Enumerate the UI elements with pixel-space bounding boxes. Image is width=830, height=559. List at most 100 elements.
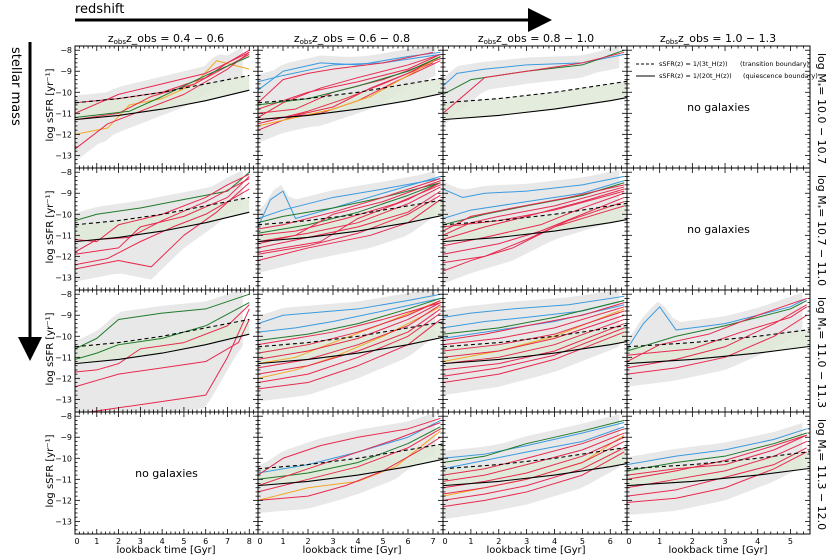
transition-boundary-line — [443, 80, 627, 104]
track-blue-1 — [443, 295, 625, 318]
track-red-4 — [258, 53, 441, 118]
track-blue-2 — [258, 178, 441, 219]
track-red-6 — [258, 300, 441, 354]
y-tick-label: −8 — [60, 412, 72, 421]
scatter-envelope — [627, 292, 803, 387]
track-green-11 — [258, 56, 441, 106]
track-green-3 — [258, 297, 441, 341]
track-red-4 — [627, 440, 807, 489]
y-tick-label: −11 — [55, 475, 72, 484]
transition-zone — [627, 329, 810, 364]
panel-content — [258, 412, 443, 513]
track-red-4 — [258, 422, 441, 487]
quiescence-boundary-line — [258, 92, 443, 121]
quiescence-boundary-line — [258, 336, 443, 365]
track-red-10 — [443, 323, 625, 371]
panel-r2-c1: −8 −9 −10 −11 −12 −13 — [55, 167, 259, 291]
x-tick-label: 5 — [181, 537, 186, 546]
quiescence-boundary-line — [75, 211, 250, 243]
quiescence-boundary-line — [258, 214, 443, 243]
transition-boundary-line — [443, 324, 627, 348]
transition-boundary-line — [443, 202, 627, 226]
track-red-7 — [443, 196, 625, 255]
x-tick-label: 1 — [657, 537, 662, 546]
track-red-5 — [627, 447, 807, 497]
y-tick-label: −12 — [55, 252, 72, 261]
panel-r4-c2: 0 1 2 3 4 5 6 7 — [257, 411, 444, 546]
y-tick-label: −9 — [60, 433, 72, 442]
track-red-4 — [75, 319, 250, 388]
panel-r3-c1: −8 −9 −10 −11 −12 −13 — [55, 289, 259, 413]
panel-content — [75, 46, 250, 162]
y-tick-label: −13 — [55, 151, 72, 160]
y-tick-label: −10 — [55, 454, 72, 463]
track-blue-2 — [443, 180, 625, 219]
panel-content — [258, 290, 443, 402]
track-red-12 — [443, 331, 625, 384]
x-tick-label: 7 — [430, 537, 435, 546]
track-green-6 — [75, 56, 250, 119]
x-tick-label: 2 — [690, 537, 695, 546]
x-tick-label: 4 — [755, 537, 760, 546]
track-red-11 — [258, 180, 441, 245]
panel-content — [443, 414, 627, 520]
legend-quiescence-text: (quiescence boundary) — [743, 72, 818, 80]
panel-r4-c4: 0 1 2 3 4 5 — [626, 411, 811, 546]
y-axis-label-2: log sSFR [yr⁻¹] — [45, 190, 56, 263]
column-header-4: zobsz_obs = 1.0 − 1.3 — [660, 32, 776, 46]
x-tick-label: 4 — [355, 537, 360, 546]
transition-zone — [75, 75, 250, 120]
x-tick-label: 6 — [608, 537, 613, 546]
x-tick-label: 3 — [330, 537, 335, 546]
track-blue-2 — [258, 53, 441, 83]
panel-grid: −8 −9 −10 −11 −12 −13 no galaxies −8 −9 −10 −11 −12… — [55, 45, 811, 546]
track-red-5 — [75, 182, 250, 270]
transition-zone — [75, 319, 250, 364]
track-red-9 — [443, 447, 625, 501]
x-axis-label-1: lookback time [Gyr] — [116, 545, 215, 556]
panel-r3-c2 — [257, 289, 444, 413]
x-tick-label: 2 — [116, 537, 121, 546]
track-blue-1 — [627, 428, 807, 466]
track-red-4 — [75, 53, 250, 121]
track-red-10 — [443, 451, 625, 508]
panel-r2-c4: no galaxies — [626, 167, 811, 291]
track-green-3 — [443, 419, 625, 463]
track-green-2 — [627, 432, 807, 472]
panel-content — [75, 170, 250, 282]
track-red-7 — [258, 436, 441, 501]
transition-zone — [258, 443, 443, 486]
legend-quiescence-formula: sSFR(z) = 1/(20t_H(z)) — [659, 72, 732, 80]
transition-boundary-line — [258, 77, 443, 104]
y-tick-label: −13 — [55, 395, 72, 404]
panel-content — [443, 46, 627, 126]
panel-content — [627, 292, 810, 387]
track-red-5 — [443, 188, 625, 240]
x-tick-label: 0 — [257, 537, 262, 546]
track-red-3 — [258, 51, 434, 104]
column-header-2: zobsz_obs = 0.6 − 0.8 — [294, 32, 410, 46]
track-red-4 — [627, 304, 807, 369]
quiescence-boundary-line — [443, 218, 627, 243]
y-axis-label-1: log sSFR [yr⁻¹] — [45, 68, 56, 141]
track-blue-2 — [258, 297, 441, 333]
transition-zone — [443, 203, 627, 242]
track-red-3 — [75, 178, 250, 253]
track-red-4 — [443, 184, 625, 232]
transition-boundary-line — [627, 450, 810, 470]
x-tick-label: 3 — [524, 537, 529, 546]
quiescence-boundary-line — [443, 96, 627, 121]
transition-zone — [443, 81, 627, 120]
panel-content — [443, 170, 627, 284]
track-orange-10 — [258, 56, 441, 127]
y-tick-label: −12 — [55, 374, 72, 383]
track-red-11 — [258, 319, 441, 390]
track-blue-1 — [258, 51, 441, 91]
track-red-3 — [627, 434, 807, 480]
transition-zone — [627, 451, 810, 486]
panel-r2-c3 — [442, 167, 628, 291]
transition-boundary-line — [258, 199, 443, 226]
transition-boundary-line — [258, 443, 443, 470]
track-red-2 — [75, 51, 250, 114]
y-axis-label-4: log sSFR [yr⁻¹] — [45, 434, 56, 507]
